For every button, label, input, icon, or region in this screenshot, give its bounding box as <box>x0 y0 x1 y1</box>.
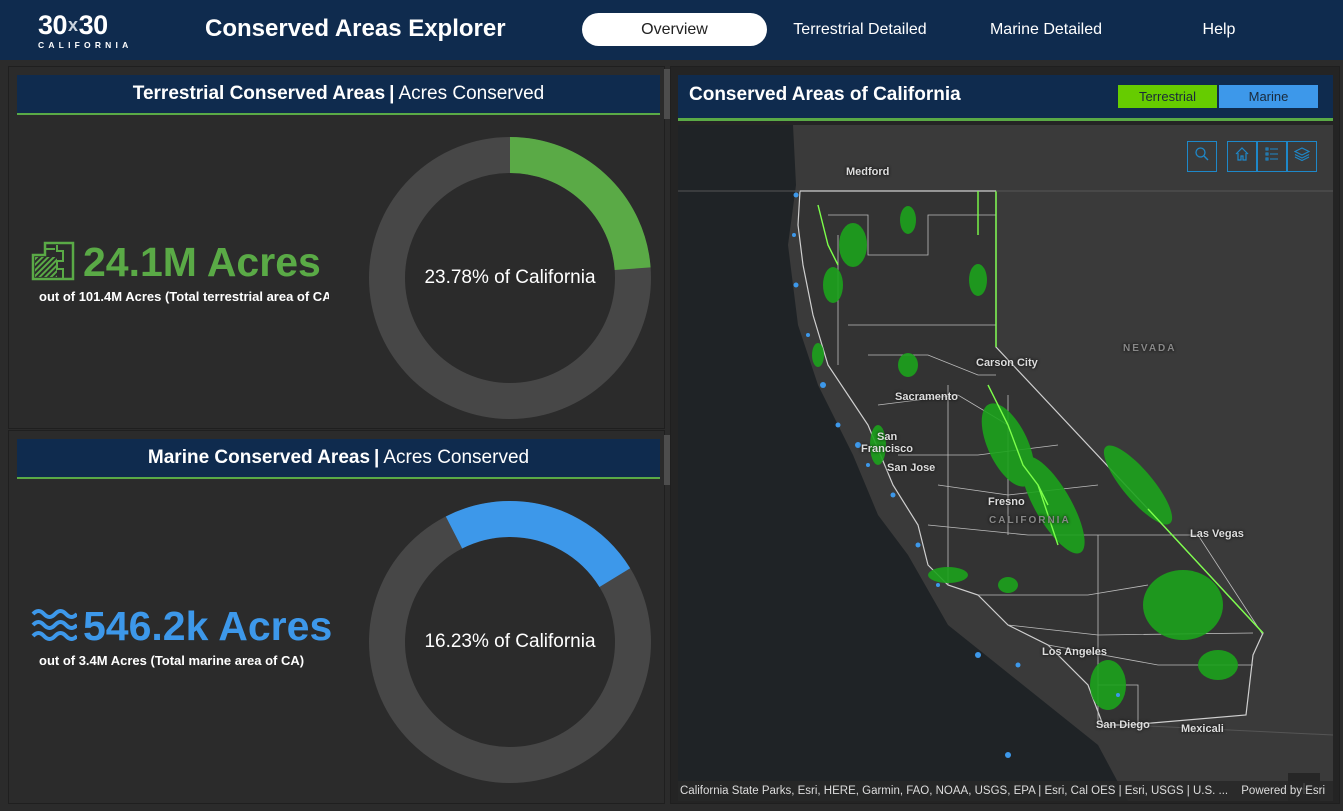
marine-layer-toggle[interactable]: Marine <box>1219 85 1318 108</box>
marine-panel: Marine Conserved Areas | Acres Conserved… <box>8 430 671 804</box>
map-title: Conserved Areas of California <box>689 84 961 105</box>
terrestrial-stat: 24.1M Acres out of 101.4M Acres (Total t… <box>31 239 331 304</box>
map-attribution: California State Parks, Esri, HERE, Garm… <box>678 781 1333 801</box>
marine-subtitle: Acres Conserved <box>383 447 530 468</box>
map-label-carson-city: Carson City <box>976 357 1038 369</box>
nav-terrestrial-detailed[interactable]: Terrestrial Detailed <box>793 21 927 38</box>
powered-by-esri[interactable]: Powered by Esri <box>1241 785 1325 797</box>
panel-scrollbar[interactable] <box>664 435 671 485</box>
nav-marine-detailed[interactable]: Marine Detailed <box>989 21 1103 38</box>
terrestrial-total-text: out of 101.4M Acres (Total terrestrial a… <box>39 289 329 304</box>
terrestrial-donut-chart: 23.78% of California <box>369 137 651 419</box>
map-label-las-vegas: Las Vegas <box>1190 528 1244 540</box>
map-label-san: San <box>877 431 898 443</box>
map-home-button[interactable] <box>1227 141 1257 172</box>
logo-number-left: 30 <box>38 10 68 40</box>
logo-number-right: 30 <box>78 10 109 40</box>
map-label-los-angeles: Los Angeles <box>1042 646 1107 658</box>
terrestrial-panel: Terrestrial Conserved Areas | Acres Cons… <box>8 66 671 429</box>
marine-total-text: out of 3.4M Acres (Total marine area of … <box>39 653 305 668</box>
map-label-california: CALIFORNIA <box>989 515 1071 526</box>
30x30-california-logo[interactable]: 30 x 30 CALIFORNIA <box>38 10 138 51</box>
california-map[interactable]: Medford Carson City NEVADA Sacramento Sa… <box>678 125 1333 801</box>
map-legend-button[interactable] <box>1257 141 1287 172</box>
layers-icon <box>1293 146 1311 167</box>
map-panel-header: Conserved Areas of California Terrestria… <box>678 75 1333 121</box>
map-label-nevada: NEVADA <box>1123 343 1177 354</box>
marine-percent-label: 16.23% of California <box>424 631 596 652</box>
logo-x: x <box>68 15 78 35</box>
marine-stat: 546.2k Acres out of 3.4M Acres (Total ma… <box>31 603 333 668</box>
terrestrial-layer-toggle[interactable]: Terrestrial <box>1118 85 1217 108</box>
app-header: 30 x 30 CALIFORNIA Conserved Areas Explo… <box>0 0 1343 60</box>
marine-panel-header: Marine Conserved Areas | Acres Conserved <box>17 439 660 479</box>
title-separator: | <box>374 447 380 468</box>
nav-help[interactable]: Help <box>1202 21 1236 38</box>
main-nav: Overview Terrestrial Detailed Marine Det… <box>582 13 1244 46</box>
terrestrial-subtitle: Acres Conserved <box>398 83 545 104</box>
panel-scrollbar[interactable] <box>664 69 671 119</box>
home-icon <box>1234 146 1250 167</box>
nav-overview[interactable]: Overview <box>582 13 767 46</box>
terrestrial-title: Terrestrial Conserved Areas <box>132 83 386 104</box>
logo-subtitle: CALIFORNIA <box>38 40 133 50</box>
app-title: Conserved Areas Explorer <box>205 15 506 42</box>
waves-icon <box>31 606 79 647</box>
terrestrial-panel-header: Terrestrial Conserved Areas | Acres Cons… <box>17 75 660 115</box>
marine-title: Marine Conserved Areas <box>147 447 371 468</box>
legend-icon <box>1264 146 1280 167</box>
marine-acres-value: 546.2k Acres <box>83 603 333 649</box>
search-icon <box>1194 146 1210 167</box>
title-separator: | <box>389 83 395 104</box>
map-panel: Conserved Areas of California Terrestria… <box>670 66 1340 804</box>
terrestrial-acres-value: 24.1M Acres <box>83 239 321 285</box>
map-label-sacramento: Sacramento <box>895 391 958 403</box>
terrestrial-percent-label: 23.78% of California <box>424 267 596 288</box>
marine-donut-chart: 16.23% of California <box>369 501 651 783</box>
map-label-mexicali: Mexicali <box>1181 723 1224 735</box>
map-layers-button[interactable] <box>1287 141 1317 172</box>
map-label-francisco: Francisco <box>861 443 913 455</box>
map-search-button[interactable] <box>1187 141 1217 172</box>
map-label-fresno: Fresno <box>988 496 1025 508</box>
map-label-san-diego: San Diego <box>1096 719 1150 731</box>
map-label-san-jose: San Jose <box>887 462 936 474</box>
map-label-medford: Medford <box>846 166 890 178</box>
land-parcel-icon <box>31 239 77 286</box>
attribution-text[interactable]: California State Parks, Esri, HERE, Garm… <box>680 785 1229 797</box>
